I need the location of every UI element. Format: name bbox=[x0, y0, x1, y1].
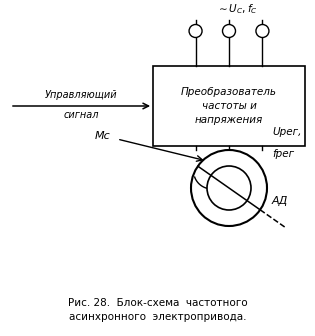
Text: сигнал: сигнал bbox=[64, 110, 99, 120]
Text: АД: АД bbox=[272, 196, 288, 206]
Text: Uрег,: Uрег, bbox=[272, 127, 301, 137]
Circle shape bbox=[207, 166, 251, 210]
Bar bbox=[153, 66, 305, 146]
Text: $\sim U_C, f_C$: $\sim U_C, f_C$ bbox=[216, 3, 258, 16]
Circle shape bbox=[256, 25, 269, 38]
Text: Рис. 28.  Блок-схема  частотного: Рис. 28. Блок-схема частотного bbox=[68, 298, 248, 308]
Text: Управляющий: Управляющий bbox=[45, 90, 118, 100]
Circle shape bbox=[191, 150, 267, 226]
Text: асинхронного  электропривода.: асинхронного электропривода. bbox=[69, 312, 247, 322]
Text: fрег: fрег bbox=[272, 149, 294, 159]
Circle shape bbox=[222, 25, 236, 38]
Circle shape bbox=[189, 25, 202, 38]
Text: Преобразователь
частоты и
напряжения: Преобразователь частоты и напряжения bbox=[181, 87, 277, 125]
Text: Мс: Мс bbox=[95, 131, 111, 141]
